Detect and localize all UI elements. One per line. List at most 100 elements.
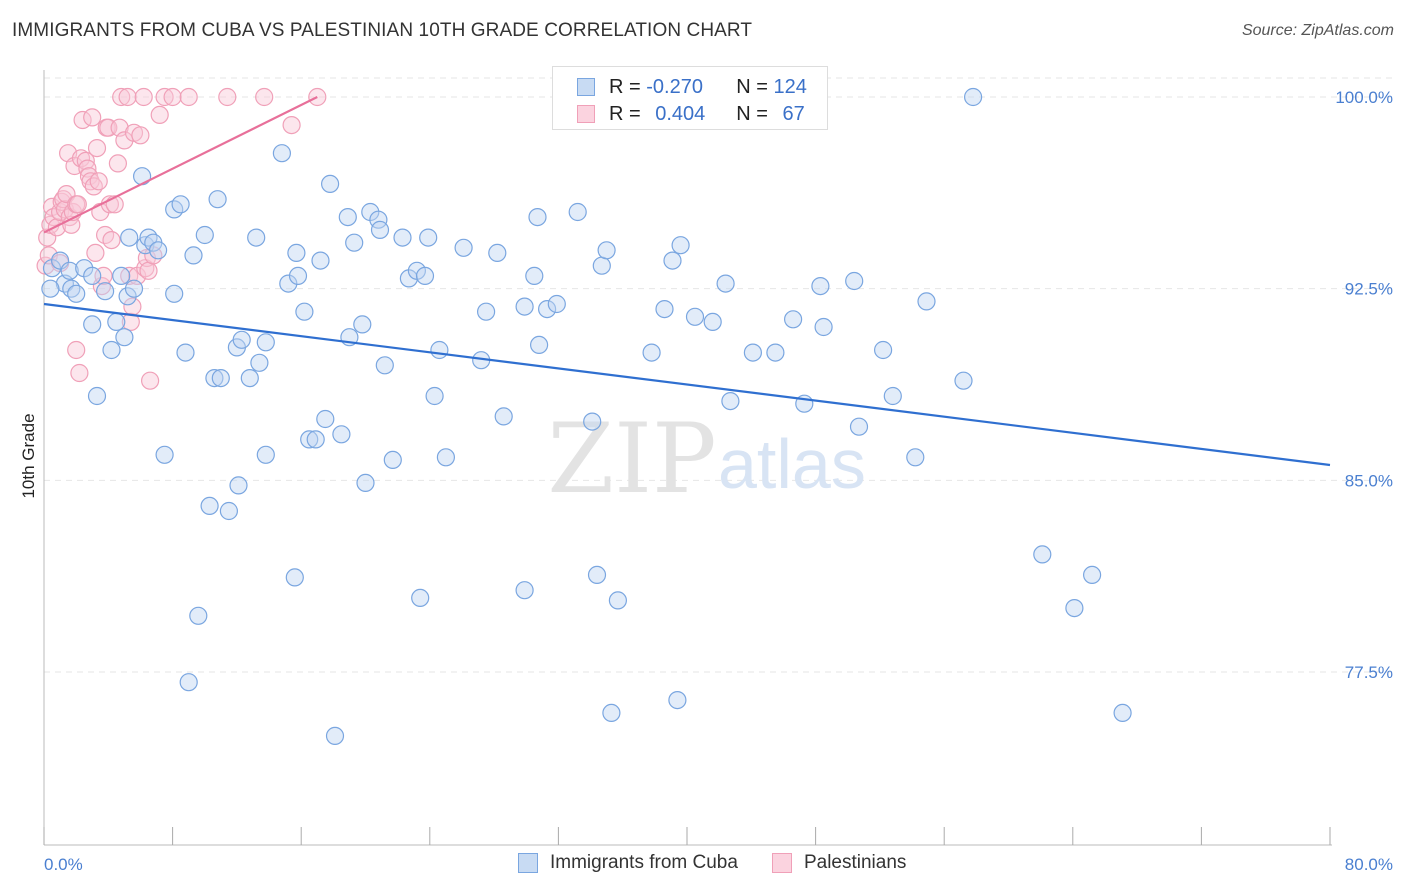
palestinian-point	[163, 87, 182, 107]
cuba-point	[436, 448, 455, 467]
cuba-point	[528, 208, 547, 227]
cuba-point	[963, 87, 983, 107]
palestinian-point	[218, 87, 237, 107]
cuba-point	[515, 297, 534, 316]
cuba-point	[602, 703, 621, 723]
correlation-legend: R = -0.270 N = 124 R = 0.404 N = 67	[552, 66, 828, 130]
cuba-point	[321, 174, 340, 193]
cuba-point	[232, 330, 251, 349]
cuba-point	[375, 356, 394, 375]
cuba-point	[124, 279, 144, 298]
cuba-point	[211, 369, 230, 388]
cuba-point	[477, 302, 496, 321]
palestinian-point	[71, 149, 91, 168]
x-tick-label: 80.0%	[1345, 855, 1393, 874]
palestinian-point	[108, 154, 128, 173]
cuba-point	[811, 277, 830, 296]
legend-n-label: N =	[736, 102, 774, 125]
cuba-point	[155, 445, 174, 464]
cuba-point	[954, 371, 973, 390]
cuba-point	[515, 581, 534, 600]
legend-n-label: N =	[736, 75, 774, 98]
cuba-point	[87, 386, 107, 406]
cuba-point	[250, 353, 269, 372]
cuba-point	[685, 307, 705, 326]
y-axis-label: 10th Grade	[19, 413, 38, 498]
cuba-point	[1082, 565, 1102, 585]
palestinian-trend-line	[43, 96, 318, 234]
cuba-point	[279, 274, 298, 293]
cuba-point	[529, 335, 549, 354]
y-tick-label: 100.0%	[1335, 88, 1393, 107]
cuba-point	[415, 266, 435, 285]
cuba-point	[205, 369, 224, 388]
palestinian-point	[134, 87, 153, 107]
cuba-point	[120, 228, 139, 247]
cuba-point	[112, 266, 131, 285]
cuba-point	[332, 425, 351, 444]
cuba-point	[272, 144, 291, 163]
cuba-point	[537, 300, 557, 319]
trend-lines	[43, 96, 1331, 467]
cuba-point	[488, 243, 507, 262]
palestinian-point	[131, 126, 150, 145]
cuba-point	[642, 343, 661, 362]
cuba-point	[411, 588, 430, 608]
cuba-point	[393, 228, 412, 247]
cuba-point	[547, 294, 566, 314]
cuba-point	[311, 251, 330, 270]
cuba-point	[370, 220, 390, 239]
cuba-point	[454, 238, 473, 257]
cuba-point	[219, 501, 238, 521]
cuba-point	[149, 241, 168, 260]
legend-swatch-cuba	[518, 853, 538, 873]
legend-label-palestinians: Palestinians	[803, 852, 907, 873]
legend-n-value: 67	[782, 102, 805, 125]
cuba-point	[568, 202, 587, 222]
x-tick-label: 0.0%	[44, 855, 83, 874]
palestinian-point	[68, 195, 87, 214]
palestinian-point	[121, 312, 140, 331]
legend-row-palestinians: R = 0.404 N = 67	[553, 101, 805, 127]
palestinian-point	[76, 151, 95, 170]
legend-r-value: -0.270	[646, 75, 703, 98]
palestinian-points	[36, 87, 327, 390]
cuba-point	[716, 274, 735, 293]
legend-swatch-palestinians	[771, 853, 792, 873]
cuba-point	[176, 343, 195, 362]
palestinian-point	[87, 139, 107, 158]
series-legend: Immigrants from Cuba Palestinians	[518, 852, 906, 874]
palestinian-point	[282, 115, 301, 135]
cuba-point	[597, 241, 616, 260]
cuba-point	[102, 340, 121, 360]
cuba-point	[1065, 598, 1084, 618]
cuba-point	[1113, 703, 1132, 723]
cuba-point	[743, 343, 763, 362]
watermark-zip: ZIP	[547, 403, 716, 515]
cuba-point	[663, 251, 682, 270]
cuba-point	[419, 228, 438, 247]
cuba-point	[849, 417, 869, 436]
cuba-point	[295, 302, 314, 321]
cuba-point	[115, 328, 134, 347]
cuba-point	[906, 448, 925, 467]
cuba-point	[300, 430, 319, 449]
cuba-point	[67, 284, 86, 303]
cuba-point	[95, 282, 115, 301]
cuba-point	[338, 208, 357, 227]
palestinian-point	[255, 87, 274, 107]
legend-r-label: R =	[609, 75, 647, 98]
cuba-point	[668, 690, 687, 710]
cuba-point	[189, 606, 208, 625]
cuba-point	[229, 476, 248, 495]
watermark-atlas: atlas	[718, 425, 866, 503]
cuba-point	[287, 243, 306, 262]
cuba-points	[41, 87, 1132, 746]
palestinian-point	[112, 87, 131, 107]
cuba-point	[430, 340, 449, 360]
legend-r-label: R =	[609, 102, 647, 125]
legend-row-cuba: R = -0.270 N = 124	[553, 74, 807, 100]
palestinian-point	[141, 371, 160, 390]
palestinian-point	[67, 340, 86, 360]
